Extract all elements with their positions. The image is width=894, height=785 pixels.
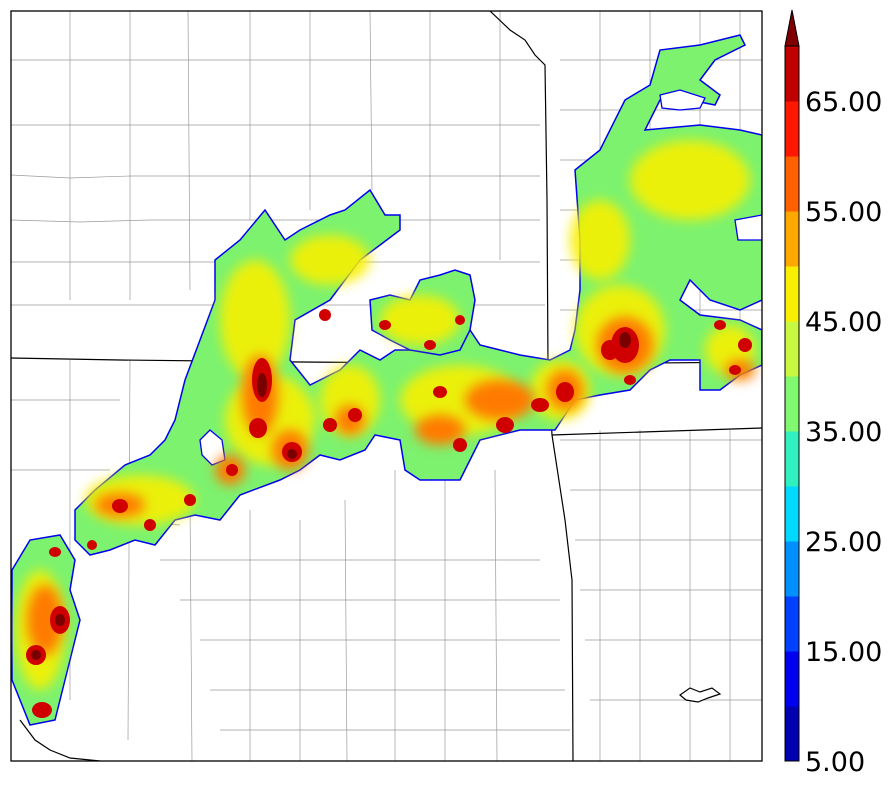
colorbar-tick-label: 15.00 <box>805 637 882 668</box>
colorbar-tick-label: 5.00 <box>805 747 865 778</box>
colorbar-extend-arrow <box>784 9 800 47</box>
colorbar-frame <box>784 45 800 762</box>
colorbar-tick-label: 55.00 <box>805 197 882 228</box>
map-panel <box>10 10 763 762</box>
colorbar-segment <box>785 431 799 487</box>
colorbar-segment <box>785 266 799 322</box>
colorbar-segment <box>785 101 799 157</box>
colorbar-tick-label: 65.00 <box>805 87 882 118</box>
colorbar: 5.00 15.00 25.00 35.00 45.00 55.00 65.00 <box>784 9 882 778</box>
map-frame <box>10 10 763 762</box>
reflectivity-echoes <box>11 34 762 726</box>
colorbar-segment <box>785 596 799 652</box>
colorbar-tick-label: 35.00 <box>805 417 882 448</box>
colorbar-segment <box>785 486 799 542</box>
colorbar-labels: 5.00 15.00 25.00 35.00 45.00 55.00 65.00 <box>805 87 882 778</box>
lake-outline <box>679 687 722 703</box>
colorbar-tick-label: 25.00 <box>805 527 882 558</box>
colorbar-tick-label: 45.00 <box>805 307 882 338</box>
colorbar-segment <box>785 376 799 432</box>
colorbar-segment <box>785 541 799 597</box>
colorbar-segment <box>785 321 799 377</box>
colorbar-segment <box>785 651 799 707</box>
colorbar-segment <box>785 156 799 212</box>
colorbar-segment <box>785 211 799 267</box>
colorbar-segment <box>785 706 799 762</box>
echo-gap-3 <box>734 214 762 241</box>
echo-gap-2 <box>659 89 706 111</box>
colorbar-segments <box>785 46 799 762</box>
colorbar-segment <box>785 46 799 102</box>
